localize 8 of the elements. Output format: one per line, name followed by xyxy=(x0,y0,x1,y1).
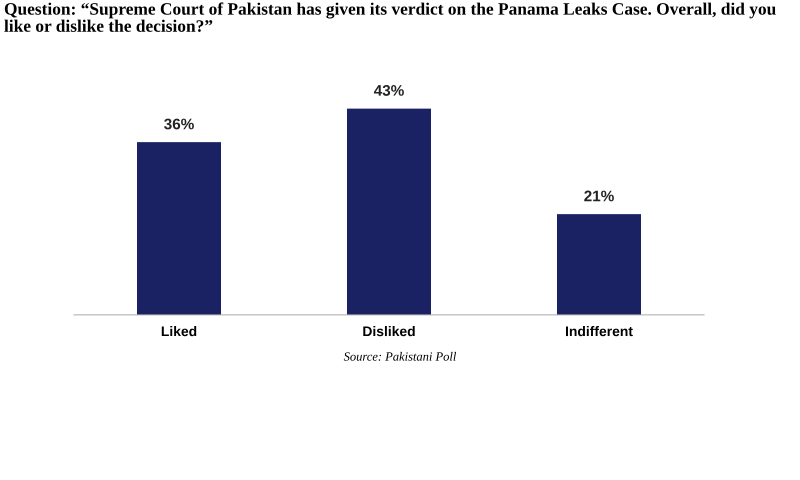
chart-title: Question: “Supreme Court of Pakistan has given its verdict on the Panama Leaks Case. Overall, did you like or dislike the decision?” xyxy=(4,2,776,32)
data-label: 21% xyxy=(584,190,614,202)
x-tick-label: Indifferent xyxy=(566,326,633,336)
data-label: 36% xyxy=(164,118,194,130)
x-tick-label: Liked xyxy=(162,326,196,336)
source-note: Source: Pakistani Poll xyxy=(344,352,456,361)
data-label: 43% xyxy=(374,85,404,96)
x-tick-label: Disliked xyxy=(363,326,415,336)
